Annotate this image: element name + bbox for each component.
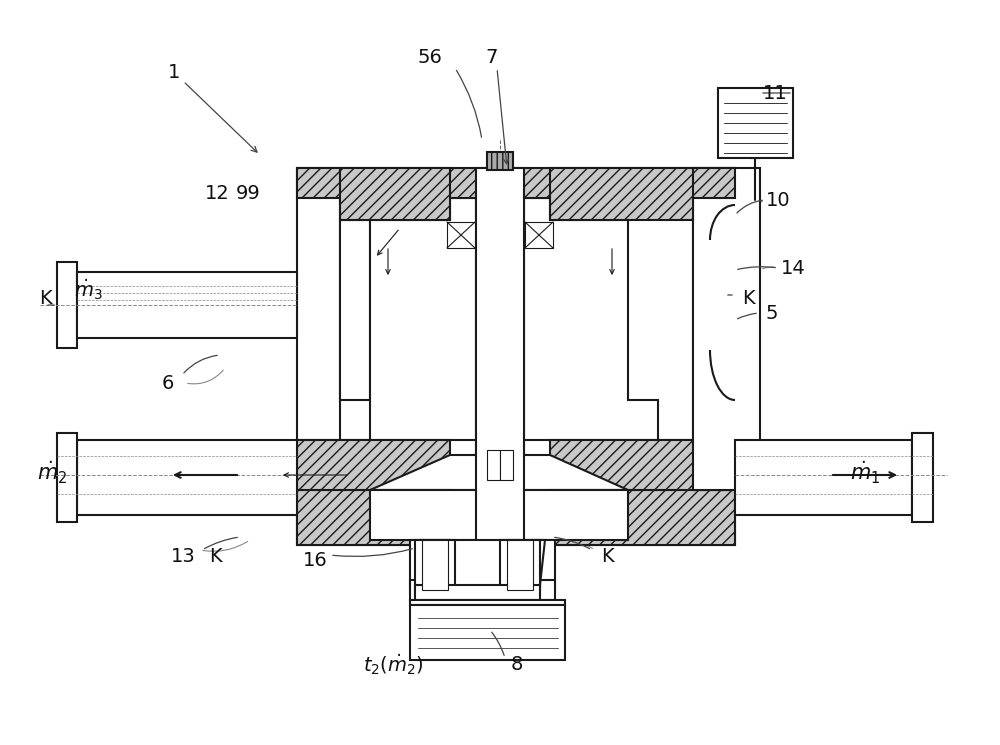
Polygon shape <box>415 585 540 600</box>
Polygon shape <box>297 490 735 545</box>
Text: 12: 12 <box>205 183 229 203</box>
Polygon shape <box>297 168 340 490</box>
Polygon shape <box>500 540 540 595</box>
Polygon shape <box>525 222 553 248</box>
Text: 5: 5 <box>766 303 778 323</box>
Polygon shape <box>487 152 513 170</box>
Polygon shape <box>297 455 735 490</box>
Polygon shape <box>550 168 693 220</box>
Polygon shape <box>297 440 450 490</box>
Text: $\dot{m}_2$: $\dot{m}_2$ <box>37 460 67 486</box>
Polygon shape <box>718 88 793 158</box>
Polygon shape <box>507 540 533 590</box>
Polygon shape <box>297 490 450 545</box>
Polygon shape <box>77 440 297 515</box>
Polygon shape <box>500 450 513 480</box>
Polygon shape <box>693 168 760 490</box>
Text: 16: 16 <box>303 551 327 569</box>
Polygon shape <box>912 433 933 522</box>
Polygon shape <box>57 262 77 348</box>
Polygon shape <box>415 540 455 595</box>
Text: 10: 10 <box>766 191 790 209</box>
Polygon shape <box>340 198 476 490</box>
Polygon shape <box>297 168 735 198</box>
Text: 13: 13 <box>171 548 195 566</box>
Polygon shape <box>550 440 735 490</box>
Polygon shape <box>476 168 524 590</box>
Polygon shape <box>415 540 545 590</box>
Text: 11: 11 <box>763 83 787 103</box>
Text: K: K <box>209 548 221 566</box>
Polygon shape <box>524 198 658 490</box>
Text: 99: 99 <box>236 183 260 203</box>
Polygon shape <box>370 490 628 540</box>
Polygon shape <box>422 540 448 590</box>
Text: $t_2(\dot{m}_2)$: $t_2(\dot{m}_2)$ <box>363 653 423 677</box>
Polygon shape <box>297 440 370 490</box>
Polygon shape <box>370 220 480 400</box>
Text: K: K <box>742 288 754 308</box>
Text: 8: 8 <box>511 656 523 674</box>
Polygon shape <box>628 440 735 490</box>
Polygon shape <box>693 168 735 490</box>
Polygon shape <box>520 220 628 400</box>
Text: $\dot{m}_3$: $\dot{m}_3$ <box>74 278 102 302</box>
Polygon shape <box>447 222 475 248</box>
Polygon shape <box>410 580 555 600</box>
Text: K: K <box>601 548 613 566</box>
Text: 7: 7 <box>486 48 498 66</box>
Polygon shape <box>340 220 370 400</box>
Text: 6: 6 <box>162 373 174 393</box>
Text: 14: 14 <box>781 259 805 277</box>
Polygon shape <box>410 540 450 590</box>
Polygon shape <box>57 433 77 522</box>
Polygon shape <box>487 450 500 480</box>
Polygon shape <box>77 272 297 338</box>
Text: K: K <box>39 288 51 308</box>
Text: 1: 1 <box>168 63 257 152</box>
Text: $\dot{m}_1$: $\dot{m}_1$ <box>850 460 880 486</box>
Polygon shape <box>410 600 565 605</box>
Polygon shape <box>410 605 565 660</box>
Polygon shape <box>735 440 912 515</box>
Polygon shape <box>550 490 735 545</box>
Polygon shape <box>340 168 450 220</box>
Text: 56: 56 <box>418 48 442 66</box>
Polygon shape <box>500 540 555 590</box>
